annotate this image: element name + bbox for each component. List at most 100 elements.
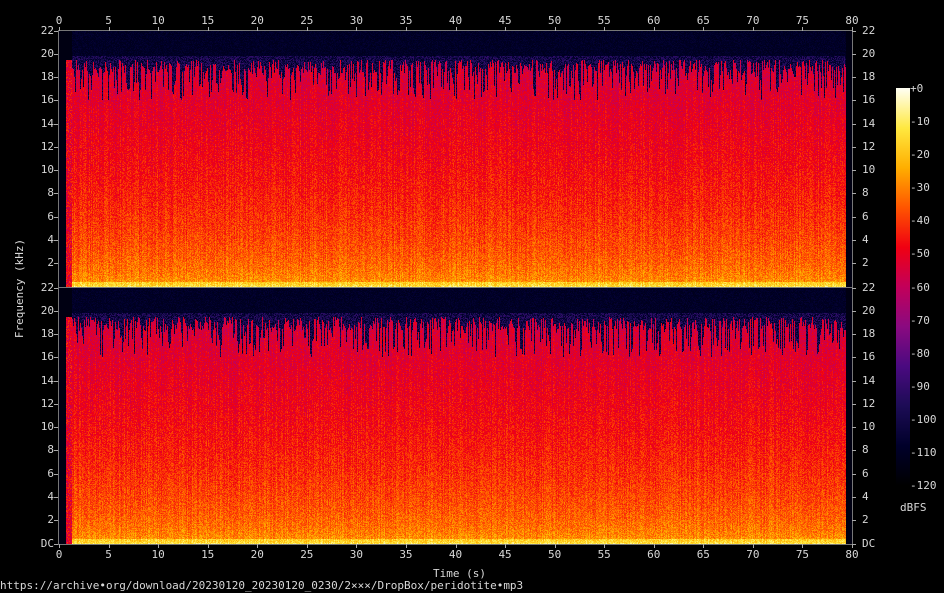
x-tick-mark	[405, 27, 407, 31]
x-tick-mark	[455, 27, 457, 31]
y-tick-mark	[852, 287, 856, 289]
y-tick-label-left: 6	[47, 466, 54, 480]
x-tick-label-bottom: 35	[399, 548, 413, 561]
y-tick-mark	[54, 146, 58, 148]
y-tick-label-right: 4	[862, 232, 869, 246]
y-tick-label-right: 2	[862, 256, 869, 270]
y-tick-label-left: 16	[40, 350, 54, 364]
colorbar-tick-label: -20	[910, 148, 930, 162]
y-tick-mark	[54, 100, 58, 102]
colorbar-tick-label: -90	[910, 379, 930, 393]
x-tick-mark	[852, 544, 853, 548]
y-tick-mark	[54, 427, 58, 429]
y-tick-label-right: 14	[862, 373, 876, 387]
x-tick-mark	[604, 544, 606, 548]
x-tick-mark	[554, 27, 556, 31]
x-tick-mark	[604, 27, 606, 31]
x-tick-mark	[108, 27, 110, 31]
y-tick-label-right: 10	[862, 420, 876, 434]
y-tick-label-left: 20	[40, 303, 54, 317]
colorbar-label: dBFS	[900, 501, 927, 514]
x-tick-label-top: 65	[696, 14, 710, 27]
y-tick-mark	[852, 170, 856, 172]
y-tick-mark	[54, 30, 58, 32]
y-tick-mark	[852, 403, 856, 405]
y-tick-label-left: 14	[40, 116, 54, 130]
colorbar-tick-label: -70	[910, 313, 930, 327]
colorbar-tick-label: -120	[910, 479, 937, 492]
y-tick-label-right: 12	[862, 139, 876, 153]
x-tick-mark	[802, 544, 804, 548]
y-tick-mark	[852, 193, 856, 195]
y-tick-mark	[852, 100, 856, 102]
x-tick-mark	[306, 544, 308, 548]
y-tick-mark	[852, 427, 856, 429]
y-tick-label-left: 14	[40, 373, 54, 387]
x-tick-mark	[852, 27, 853, 31]
x-tick-mark	[455, 544, 457, 548]
x-tick-label-bottom: 70	[746, 548, 760, 561]
x-tick-label-bottom: 60	[647, 548, 661, 561]
x-tick-label-top: 50	[548, 14, 562, 27]
y-tick-mark	[54, 496, 58, 498]
x-tick-mark	[752, 544, 754, 548]
y-tick-label-left: 2	[47, 513, 54, 527]
y-tick-label-right: 8	[862, 443, 869, 457]
x-tick-label-top: 45	[498, 14, 512, 27]
x-tick-mark	[356, 544, 358, 548]
y-tick-label-right: 2	[862, 513, 869, 527]
x-tick-label-bottom: 5	[105, 548, 112, 561]
y-tick-mark	[54, 193, 58, 195]
x-tick-label-top: 60	[647, 14, 661, 27]
x-tick-label-top: 15	[201, 14, 215, 27]
plot-frame-1	[58, 30, 853, 288]
y-tick-mark	[54, 403, 58, 405]
x-tick-label-top: 25	[300, 14, 314, 27]
y-tick-mark	[54, 473, 58, 475]
colorbar-tick-label: -110	[910, 445, 937, 459]
y-tick-mark	[852, 380, 856, 382]
x-tick-mark	[752, 27, 754, 31]
x-tick-label-top: 0	[55, 14, 63, 27]
x-tick-mark	[653, 27, 655, 31]
y-tick-mark	[54, 53, 58, 55]
y-tick-label-left: 8	[47, 443, 54, 457]
y-tick-mark	[54, 543, 58, 545]
y-tick-mark	[852, 520, 856, 522]
x-tick-label-top: 70	[746, 14, 760, 27]
x-tick-mark	[653, 544, 655, 548]
y-tick-label-left: 10	[40, 163, 54, 177]
y-tick-mark	[852, 334, 856, 336]
x-tick-label-bottom: 80	[845, 548, 859, 561]
y-tick-label-right: 14	[862, 116, 876, 130]
y-tick-label-left: 18	[40, 70, 54, 84]
x-tick-mark	[405, 544, 407, 548]
y-tick-label-left: 4	[47, 232, 54, 246]
colorbar-tick-label: +0	[910, 82, 924, 95]
y-tick-label-left: 22	[40, 280, 54, 294]
x-tick-label-top: 80	[845, 14, 859, 27]
y-tick-mark	[54, 77, 58, 79]
y-tick-mark	[852, 543, 856, 545]
x-tick-label-top: 55	[597, 14, 611, 27]
x-tick-label-bottom: 55	[597, 548, 611, 561]
x-tick-mark	[207, 27, 209, 31]
y-tick-label-left: 8	[47, 186, 54, 200]
x-tick-label-bottom: 40	[448, 548, 463, 561]
x-tick-label-top: 10	[151, 14, 165, 27]
x-tick-mark	[505, 544, 507, 548]
y-axis-label: Frequency (kHz)	[13, 238, 27, 339]
y-tick-mark	[54, 334, 58, 336]
x-tick-label-bottom: 10	[151, 548, 165, 561]
y-tick-label-left: DC	[40, 536, 54, 550]
x-tick-mark	[703, 544, 705, 548]
colorbar	[896, 88, 910, 486]
colorbar-tick-label: -60	[910, 280, 930, 294]
y-tick-label-right: 22	[862, 23, 876, 37]
y-tick-mark	[54, 450, 58, 452]
x-tick-label-top: 75	[795, 14, 810, 27]
y-tick-mark	[852, 450, 856, 452]
y-tick-label-left: 22	[40, 23, 54, 37]
y-tick-mark	[852, 77, 856, 79]
x-tick-label-top: 20	[250, 14, 264, 27]
